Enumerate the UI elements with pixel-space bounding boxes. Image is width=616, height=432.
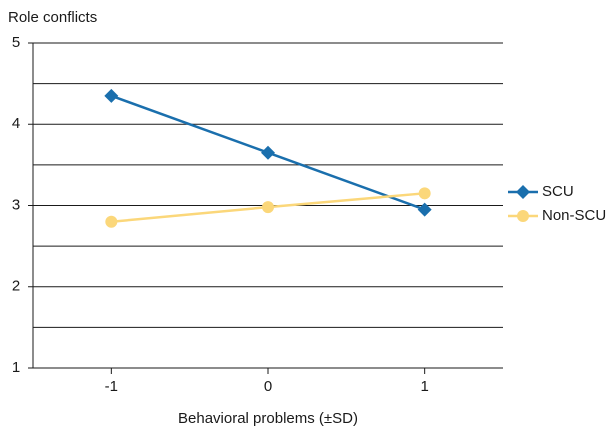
marker <box>418 187 431 200</box>
legend-marker <box>516 185 530 199</box>
y-tick-label: 2 <box>12 278 20 295</box>
y-axis-label: Role conflicts <box>8 9 97 26</box>
marker <box>262 201 274 214</box>
legend-label: SCU <box>542 183 574 200</box>
x-tick-label: 0 <box>264 378 272 395</box>
y-tick-label: 1 <box>12 359 20 376</box>
legend-marker <box>517 210 529 222</box>
marker <box>417 202 432 217</box>
y-tick-label: 5 <box>12 34 20 51</box>
marker <box>105 215 118 228</box>
x-tick-label: -1 <box>105 378 118 395</box>
marker <box>261 145 275 160</box>
y-tick-label: 3 <box>12 196 20 213</box>
y-tick-label: 4 <box>12 115 20 132</box>
legend-label: Non-SCU <box>542 207 606 224</box>
marker <box>104 88 119 103</box>
x-tick-label: 1 <box>420 378 428 395</box>
x-axis-label: Behavioral problems (±SD) <box>178 410 358 427</box>
